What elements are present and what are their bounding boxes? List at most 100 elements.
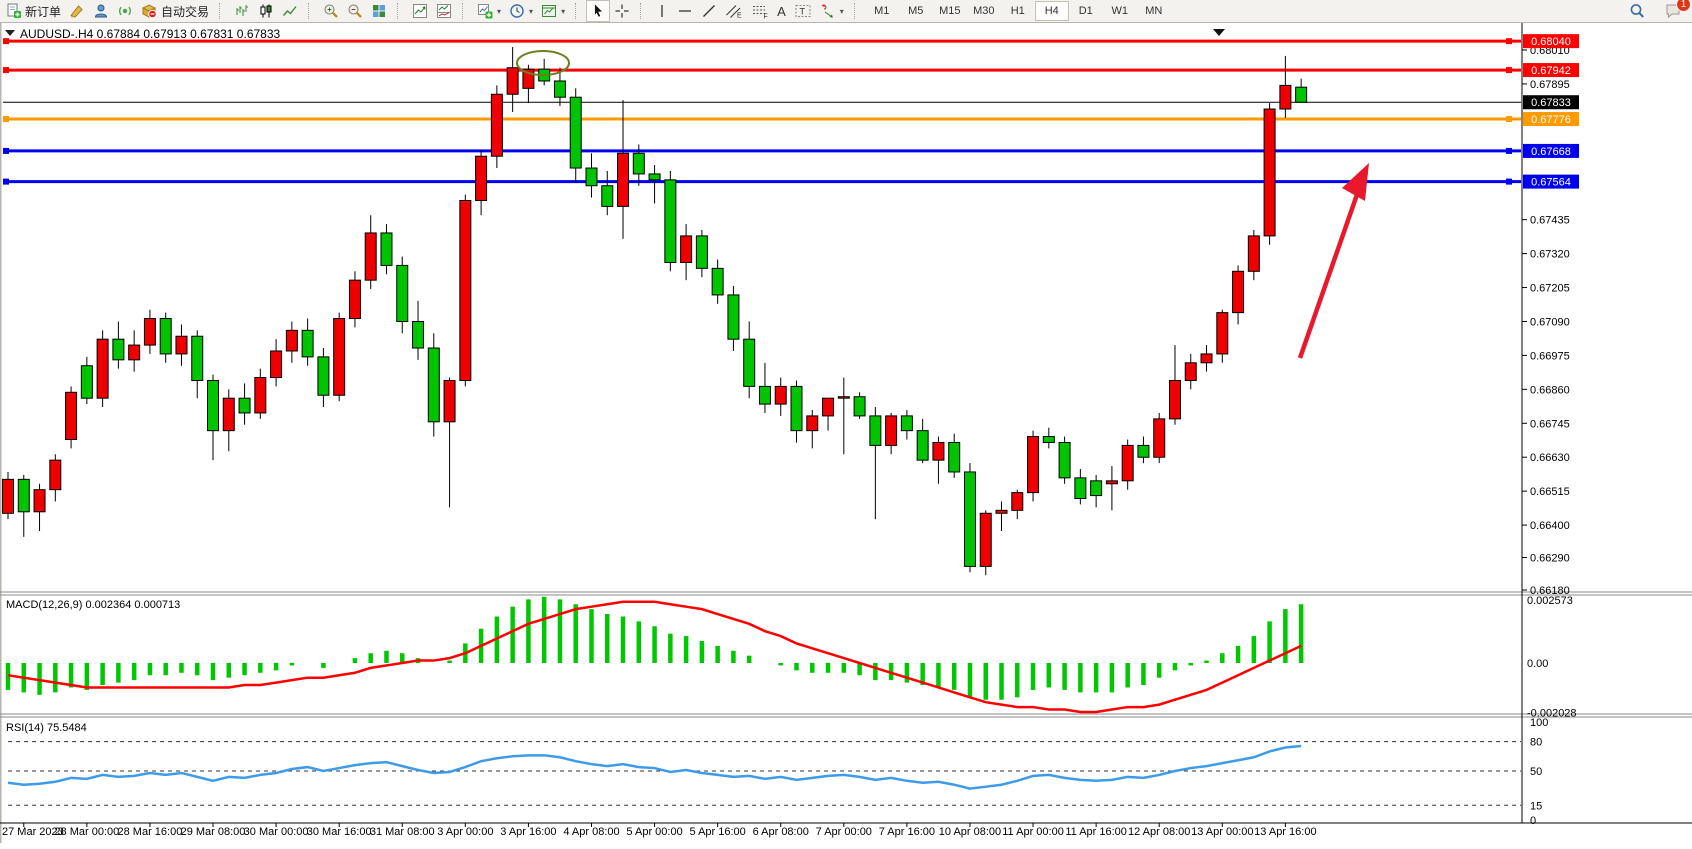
toolbar-right: 1 [1624,0,1691,22]
tab-timeframe-H4[interactable]: H4 [1034,1,1069,21]
zoom-out-button[interactable] [343,0,367,22]
candle [743,338,756,387]
candle [617,152,630,207]
label-tool-button[interactable]: T [790,0,816,22]
svg-text:0.00: 0.00 [1527,658,1548,670]
svg-text:30 Mar 00:00: 30 Mar 00:00 [244,826,309,838]
horizontal-line-icon [677,3,693,19]
candle [238,397,251,414]
signal-icon [117,3,133,19]
tab-timeframe-H1[interactable]: H1 [1010,5,1025,17]
crosshair-tool-button[interactable] [610,0,634,22]
svg-text:12 Apr 08:00: 12 Apr 08:00 [1128,826,1190,838]
price-badge-0.67942: 0.67942 [1523,63,1579,78]
tab-timeframe-MN[interactable]: MN [1145,5,1163,17]
svg-text:0.67942: 0.67942 [1531,65,1571,77]
template-button[interactable]: ▾ [537,0,569,22]
trendline-tool-button[interactable] [697,0,721,22]
vline-tool-button[interactable] [651,0,673,22]
add-indicator-button[interactable]: ▾ [473,0,505,22]
candle [853,396,866,417]
candle [680,235,693,263]
candle [112,338,125,361]
zoom-in-button[interactable] [319,0,343,22]
indicator-list-button[interactable] [408,0,432,22]
svg-text:0.68040: 0.68040 [1531,36,1571,48]
chart-header: AUDUSD-.H4 0.67884 0.67913 0.67831 0.678… [5,27,281,41]
indicator-window-button[interactable] [432,0,456,22]
candle [1153,418,1166,458]
rsi-line [7,744,1302,790]
chevron-down-icon: ▾ [529,6,534,16]
candle [932,441,945,461]
autotrading-button[interactable]: 自动交易 [137,0,213,22]
toolbar-group-zoom [317,0,393,22]
text-tool-button[interactable]: A [773,0,790,22]
candle [916,430,929,461]
macd-pane: MACD(12,26,9) 0.002364 0.000713 [5,596,1304,714]
svg-text:0.67668: 0.67668 [1531,146,1571,158]
candle [774,385,787,405]
fibonacci-tool-button[interactable]: F [747,0,773,22]
tab-timeframe-W1[interactable]: W1 [1111,5,1129,17]
tile-windows-button[interactable] [367,0,391,22]
candle [1263,108,1276,237]
svg-text:7 Apr 00:00: 7 Apr 00:00 [816,826,872,838]
candle [963,471,976,567]
toolbar-group-objects: E F A T ▾ [649,0,850,22]
svg-text:0.66975: 0.66975 [1530,350,1570,362]
tab-timeframe-M30[interactable]: M30 [973,5,995,17]
candle [1042,436,1055,443]
new-order-button[interactable]: 新订单 [2,0,65,22]
hline-tool-button[interactable] [673,0,697,22]
styler-button[interactable] [65,0,89,22]
candle [664,179,677,263]
candle [191,335,204,381]
candle [333,318,346,396]
price-badge-0.67776: 0.67776 [1523,112,1579,127]
svg-text:30 Mar 16:00: 30 Mar 16:00 [307,826,372,838]
svg-text:3 Apr 16:00: 3 Apr 16:00 [500,826,556,838]
candle [885,415,898,446]
cursor-tool-button[interactable] [586,0,611,22]
svg-text:0.66860: 0.66860 [1530,384,1570,396]
signal-button[interactable] [113,0,137,22]
candle [822,397,835,417]
clock-icon [509,3,525,19]
toolbar-separator [462,3,468,19]
candle [900,415,913,432]
notification-badge: 1 [1676,0,1691,12]
tab-timeframe-D1[interactable]: D1 [1078,5,1093,17]
tab-timeframe-M5[interactable]: M5 [908,5,924,17]
chart-shift-marker [1213,29,1225,36]
candle [270,350,283,379]
candle [995,509,1008,514]
toolbar-separator [640,3,646,19]
candle [1058,441,1071,479]
bar-chart-icon [234,3,250,19]
svg-text:6 Apr 08:00: 6 Apr 08:00 [753,826,809,838]
toolbar-group-cursor [584,0,636,22]
arrows-tool-button[interactable]: ▾ [816,0,848,22]
candle [33,489,46,513]
profile-button[interactable] [89,0,113,22]
bar-chart-button[interactable] [230,0,254,22]
tab-timeframe-M15[interactable]: M15 [939,5,961,17]
svg-text:28 Mar 00:00: 28 Mar 00:00 [54,826,119,838]
candle [459,199,472,381]
line-chart-button[interactable] [278,0,302,22]
toolbar-separator [397,3,403,19]
tab-timeframe-M1[interactable]: M1 [874,5,890,17]
candle [1184,362,1197,381]
period-button[interactable]: ▾ [505,0,537,22]
search-button[interactable] [1624,0,1650,22]
candles-layer [2,47,1308,576]
candlestick-chart-button[interactable] [254,0,278,22]
toolbar-group-trade: 新订单 自动交易 [0,0,215,22]
candle [569,96,582,169]
notifications-button[interactable]: 1 [1660,0,1691,22]
candle [869,415,882,446]
channel-tool-button[interactable]: E [721,0,747,22]
toolbar-group-chart-type [228,0,304,22]
